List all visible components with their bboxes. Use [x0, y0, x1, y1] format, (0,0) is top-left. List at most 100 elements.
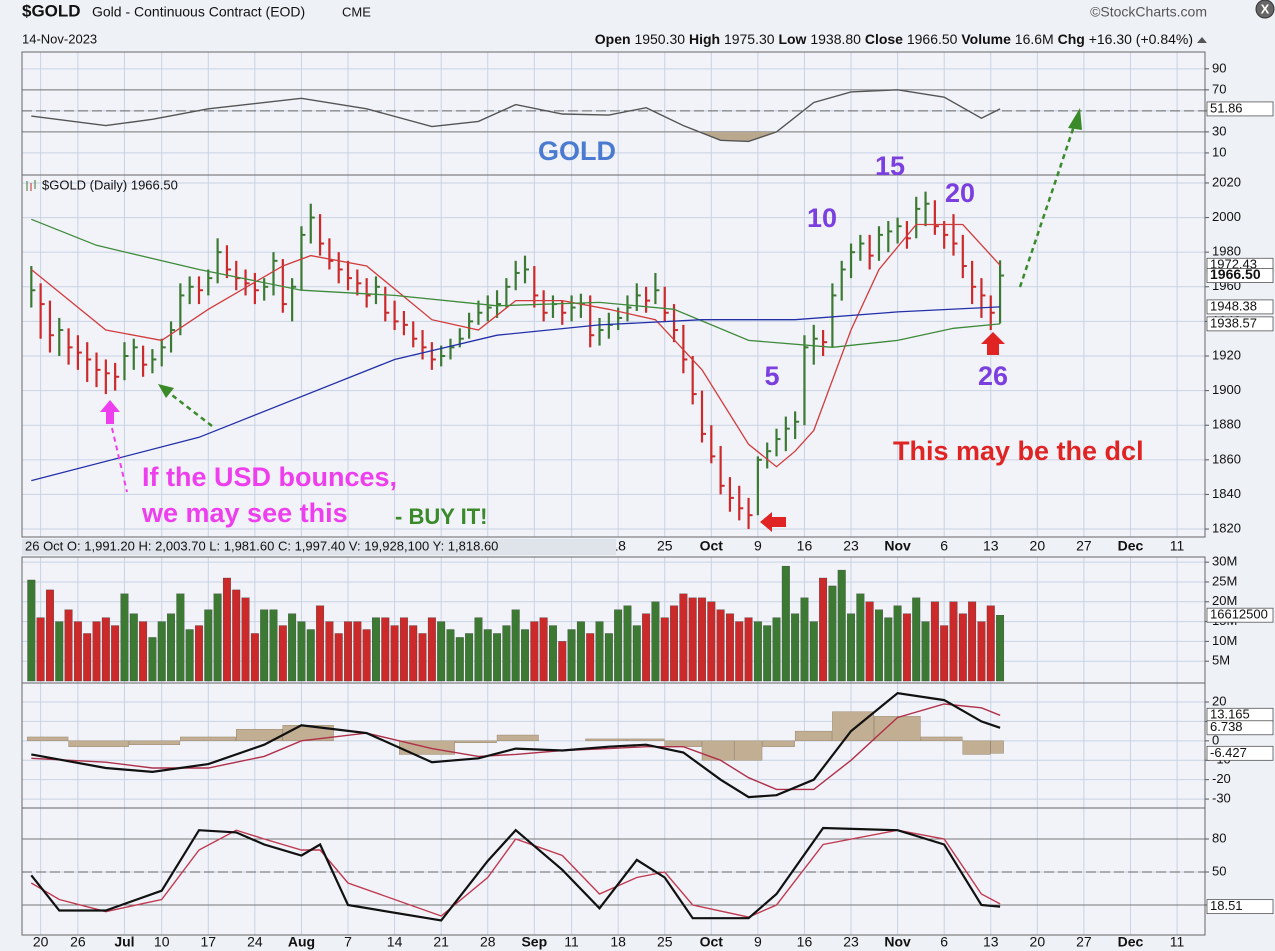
- y-tick-label: 20M: [1212, 593, 1237, 608]
- value-label: 13.165: [1210, 707, 1250, 722]
- volume-bar: [549, 625, 557, 682]
- annotation: we may see this: [141, 498, 348, 528]
- volume-bar: [64, 609, 73, 682]
- x-tick-label: 21: [433, 934, 449, 950]
- volume-bar: [418, 633, 427, 682]
- volume-bar: [176, 593, 185, 682]
- quote-label: High: [689, 31, 720, 47]
- x-tick-label: 6: [940, 538, 948, 554]
- x-tick-label: Aug: [288, 934, 315, 950]
- y-tick-label: 2000: [1212, 209, 1241, 224]
- x-tick-label: 13: [983, 934, 999, 950]
- volume-bar: [465, 633, 474, 682]
- x-tick-label: 20: [1030, 934, 1046, 950]
- x-tick-label: 27: [1076, 538, 1092, 554]
- x-tick-label: Jul: [114, 934, 134, 950]
- macd-histogram: [920, 736, 963, 742]
- annotation: - BUY IT!: [395, 504, 487, 529]
- magenta-dash: [111, 427, 128, 493]
- y-tick-label: 5M: [1212, 653, 1230, 668]
- y-tick-label: 1860: [1212, 451, 1241, 466]
- annotation: 20: [945, 178, 975, 208]
- x-tick-label: 23: [843, 934, 859, 950]
- indicator-line: [30, 829, 1001, 918]
- value-label: 6.738: [1210, 719, 1243, 734]
- x-tick-label: Nov: [884, 934, 911, 950]
- value-label: 18.51: [1210, 898, 1243, 913]
- annotation: This may be the dcl: [893, 436, 1144, 466]
- close-button[interactable]: [1255, 0, 1275, 19]
- quote-value: 1975.30: [724, 31, 775, 47]
- value-label-box: [1206, 899, 1274, 915]
- annotation: If the USD bounces,: [142, 462, 397, 492]
- x-tick-label: 26: [70, 934, 86, 950]
- volume-bar: [278, 625, 287, 682]
- volume-bar: [446, 629, 455, 682]
- value-label: 16612500: [1210, 607, 1268, 622]
- volume-bar: [241, 597, 250, 682]
- x-tick-label: 25: [657, 934, 673, 950]
- x-tick-label: 11: [1170, 934, 1185, 950]
- volume-bar: [306, 629, 315, 682]
- macd-histogram: [794, 730, 833, 742]
- volume-bar: [763, 625, 772, 682]
- value-label-box: [1206, 316, 1274, 332]
- volume-bar: [875, 609, 883, 682]
- annotation: 5: [764, 361, 779, 391]
- legend-icon: [26, 180, 36, 191]
- date: 14-Nov-2023: [22, 31, 97, 46]
- volume-bar: [800, 597, 809, 682]
- macd-histogram: [762, 740, 795, 747]
- green-arrowhead: [158, 384, 174, 398]
- macd-histogram: [734, 740, 763, 761]
- volume-bar: [129, 613, 138, 682]
- macd-histogram: [627, 738, 665, 742]
- macd-histogram: [27, 736, 69, 742]
- volume-bar: [539, 617, 548, 682]
- volume-bar: [222, 577, 231, 682]
- volume-bar: [819, 577, 828, 682]
- x-tick-label: 24: [247, 934, 263, 950]
- volume-bar: [502, 625, 511, 682]
- quote-label: Volume: [961, 31, 1011, 47]
- close-icon[interactable]: X: [1261, 1, 1270, 16]
- quote-line: Open 1950.30 High 1975.30 Low 1938.80 Cl…: [595, 31, 1193, 47]
- value-label-box: [1206, 101, 1274, 117]
- x-tick-label: Dec: [1118, 538, 1144, 554]
- y-tick-label: 1840: [1212, 486, 1241, 501]
- volume-bar: [865, 601, 874, 682]
- volume-bar: [828, 585, 837, 682]
- y-tick-label: 2020: [1212, 174, 1241, 189]
- macd-histogram: [664, 740, 702, 747]
- volume-bar: [753, 621, 762, 682]
- volume-bar: [567, 629, 576, 682]
- volume-bar: [185, 629, 194, 682]
- x-tick-label: 10: [154, 934, 170, 950]
- y-tick-label: 20: [1212, 693, 1226, 708]
- volume-bar: [670, 605, 678, 682]
- volume-bar: [949, 601, 958, 682]
- magenta-arrow: [100, 400, 120, 424]
- indicator-line: [30, 826, 1001, 922]
- x-tick-label: 9: [754, 538, 762, 554]
- y-tick-label: 1980: [1212, 244, 1241, 259]
- y-tick-label: 80: [1212, 830, 1226, 845]
- volume-bar: [660, 617, 669, 682]
- legend: $GOLD (Daily) 1966.50: [42, 177, 178, 192]
- macd-histogram: [874, 716, 921, 742]
- x-tick-label: 17: [201, 934, 217, 950]
- macd-histogram: [832, 711, 875, 742]
- y-tick-label: 70: [1212, 81, 1226, 96]
- moving-average: [31, 218, 1001, 348]
- indicator-line: [31, 703, 1001, 791]
- volume-bar: [968, 601, 977, 682]
- x-tick-label: 27: [1076, 934, 1092, 950]
- value-label: 1938.57: [1210, 315, 1257, 330]
- moving-average: [31, 306, 1001, 482]
- volume-bar: [996, 615, 1005, 682]
- change-arrow: [1197, 37, 1207, 43]
- value-label: 1948.38: [1210, 298, 1257, 313]
- volume-bar: [120, 593, 129, 682]
- volume-bar: [809, 621, 818, 682]
- volume-bar: [344, 621, 352, 682]
